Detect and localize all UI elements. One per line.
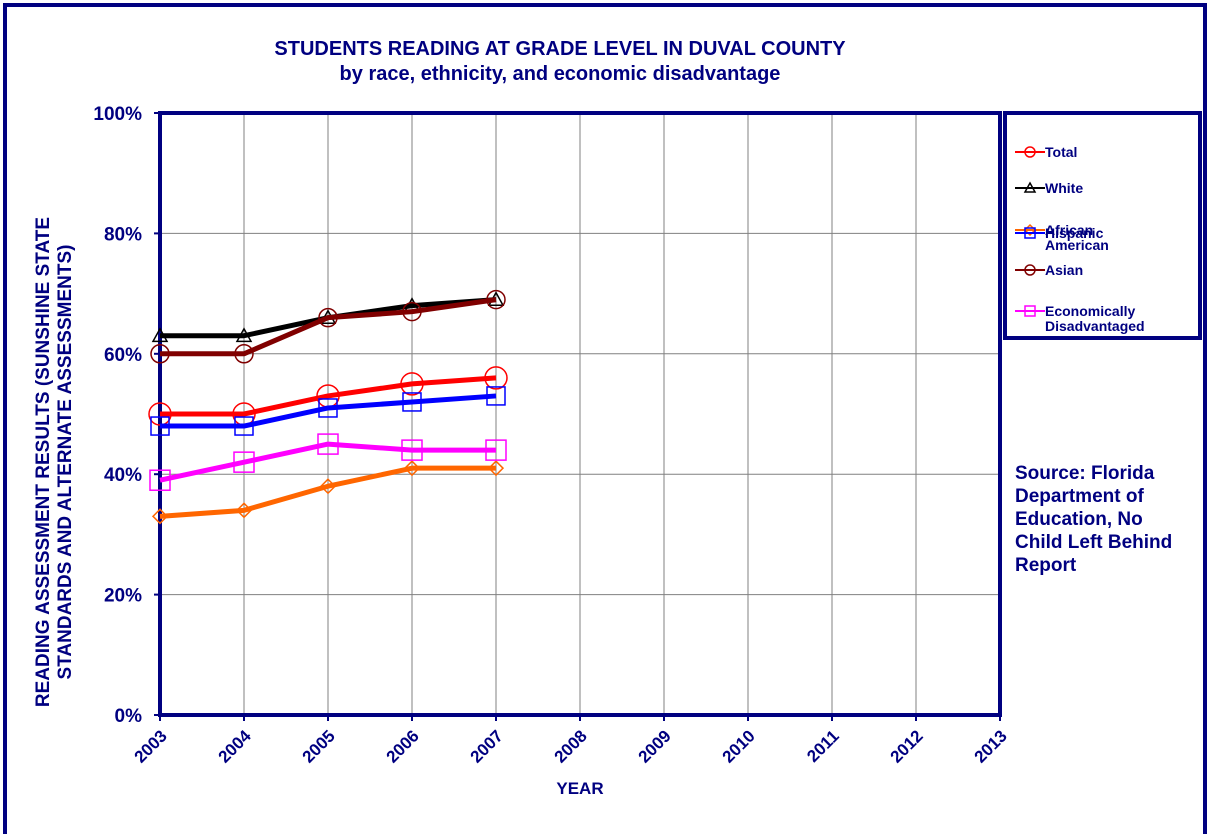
x-axis-label: YEAR [556,779,603,798]
legend-label: White [1045,180,1084,196]
legend-marker [1024,264,1036,276]
y-tick-label: 20% [104,586,142,607]
series [150,386,506,436]
x-tick-label: 2011 [803,726,843,766]
point [318,307,338,328]
point [402,392,422,412]
y-tick-label: 0% [115,706,143,727]
point [400,372,424,396]
x-tick-label: 2007 [467,726,507,766]
y-tick-label: 60% [104,345,142,366]
outer-frame [3,3,1207,834]
legend-marker [1024,146,1036,158]
y-tick-label: 80% [104,224,142,245]
point [484,366,508,390]
point [319,478,337,495]
legend-label: Total [1045,144,1078,160]
x-tick-label: 2012 [887,726,927,766]
x-tick-label: 2006 [383,726,423,766]
x-tick-label: 2005 [299,726,339,766]
point [234,344,254,364]
series-line [159,441,496,483]
x-tick-label: 2013 [971,726,1011,766]
y-tick-label: 40% [104,465,142,486]
series [151,460,505,525]
point [149,469,171,491]
legend-marker [1024,227,1036,239]
point [401,439,423,461]
point [402,301,422,322]
point [318,398,338,418]
legend-frame [1003,111,1202,340]
series [149,433,507,491]
y-tick-label: 100% [93,104,142,125]
point [234,416,254,436]
legend-label: Asian [1045,262,1084,278]
point [151,508,169,525]
legend-marker [1023,181,1037,193]
x-tick-label: 2009 [635,726,675,766]
point [486,386,506,406]
series-line [160,375,497,417]
point [235,502,253,519]
x-tick-label: 2010 [719,726,759,766]
point [317,433,339,455]
series-line [160,297,497,357]
x-tick-label: 2008 [551,726,591,766]
y-axis-label: READING ASSESSMENT RESULTS (SUNSHINE STA… [33,216,76,708]
legend-label: African American [1045,222,1109,253]
point [485,439,507,461]
point [151,327,169,343]
point [150,416,170,436]
legend-label: Economically Disadvantaged [1045,303,1145,334]
point [486,289,506,310]
legend-label: Hispanic [1045,225,1104,241]
x-tick-label: 2003 [131,726,171,766]
source-note: Source: Florida Department of Education,… [1015,463,1173,576]
x-tick-label: 2004 [215,726,256,767]
point [403,460,421,477]
point [235,327,253,343]
series-line [159,465,496,519]
legend-marker [1024,305,1036,317]
chart-title: STUDENTS READING AT GRADE LEVEL IN DUVAL… [274,38,846,60]
chart-subtitle: by race, ethnicity, and economic disadva… [340,63,781,85]
point [487,460,505,477]
series [150,289,506,364]
point [233,451,255,473]
series-line [160,393,497,429]
point [150,344,170,364]
